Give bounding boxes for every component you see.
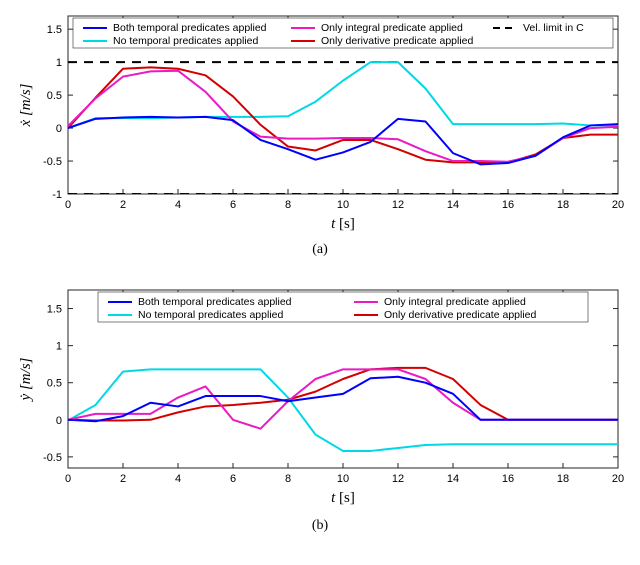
x-tick-label: 16 (502, 199, 514, 211)
y-tick-label: 1 (56, 341, 62, 353)
x-tick-label: 6 (230, 199, 236, 211)
legend-label: Both temporal predicates applied (138, 296, 292, 308)
legend-label: Both temporal predicates applied (113, 22, 267, 34)
x-axis-label: t [s] (331, 216, 355, 232)
x-tick-label: 2 (120, 473, 126, 485)
legend-label: No temporal predicates applied (138, 309, 283, 321)
panel-a: 0 2 4 6 8 10 12 14 16 18 20 -1 -0.5 0 0.5 1 1.5 t [s] ẋ [m… (10, 6, 630, 234)
legend-label: Only derivative predicate applied (321, 35, 473, 47)
y-tick-label: 1.5 (47, 304, 62, 316)
y-tick-label: -0.5 (43, 156, 62, 168)
y-tick-label: 0 (56, 415, 62, 427)
x-tick-label: 18 (557, 199, 569, 211)
x-tick-label: 14 (447, 473, 459, 485)
subcaption-a: (a) (0, 242, 640, 258)
x-tick-label: 8 (285, 473, 291, 485)
legend: Both temporal predicates applied Only int… (98, 292, 588, 322)
panel-b: 02468101214161820-0.500.511.5t [s]ẏ [m/s… (10, 280, 630, 508)
y-tick-label: 1 (56, 57, 62, 69)
x-tick-label: 20 (612, 473, 624, 485)
y-axis-label: ẋ [m/s] (18, 83, 34, 127)
legend-label: Only derivative predicate applied (384, 309, 536, 321)
x-tick-label: 16 (502, 473, 514, 485)
x-tick-label: 20 (612, 199, 624, 211)
y-tick-label: -0.5 (43, 452, 62, 464)
y-tick-label: 1.5 (47, 24, 62, 36)
x-tick-label: 6 (230, 473, 236, 485)
x-tick-label: 0 (65, 199, 71, 211)
y-tick-label: 0 (56, 123, 62, 135)
x-tick-label: 4 (175, 473, 181, 485)
x-tick-label: 8 (285, 199, 291, 211)
x-tick-label: 10 (337, 199, 349, 211)
legend-label: Vel. limit in C (523, 22, 584, 34)
legend: Both temporal predicates applied Only int… (73, 18, 613, 48)
x-tick-label: 4 (175, 199, 181, 211)
subcaption-b: (b) (0, 518, 640, 534)
figure-root: 02468101214161820-1-0.500.511.5t [s]ẋ [m… (0, 0, 640, 565)
y-axis-label: ẏ [m/s] (18, 357, 34, 402)
y-tick-label: 0.5 (47, 90, 62, 102)
x-tick-label: 0 (65, 473, 71, 485)
legend-label: Only integral predicate applied (321, 22, 463, 34)
y-tick-label: -1 (52, 189, 62, 201)
x-tick-label: 14 (447, 199, 459, 211)
y-tick-label: 0.5 (47, 378, 62, 390)
x-tick-label: 18 (557, 473, 569, 485)
x-tick-label: 12 (392, 199, 404, 211)
x-tick-label: 12 (392, 473, 404, 485)
series-none (68, 369, 618, 451)
legend-label: No temporal predicates applied (113, 35, 258, 47)
x-tick-label: 10 (337, 473, 349, 485)
legend-label: Only integral predicate applied (384, 296, 526, 308)
x-tick-label: 2 (120, 199, 126, 211)
x-axis-label: t [s] (331, 490, 355, 506)
